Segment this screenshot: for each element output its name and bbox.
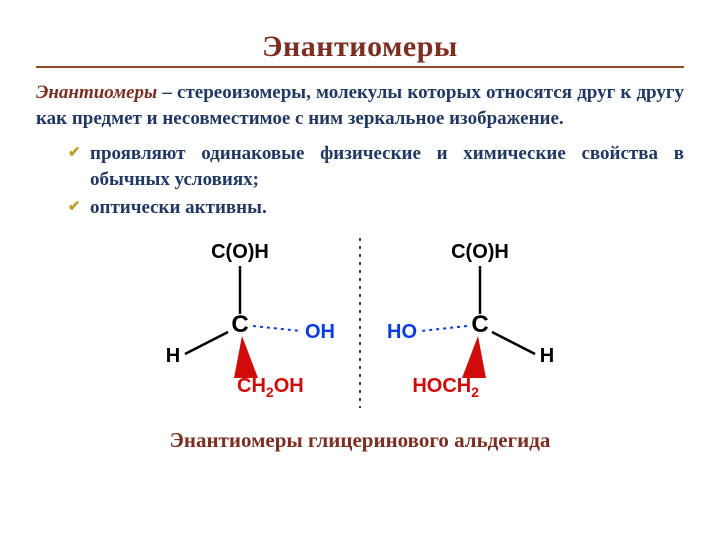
bullet-item: проявляют одинаковые физические и химиче… bbox=[68, 141, 684, 192]
svg-text:HOCH2: HOCH2 bbox=[412, 375, 479, 400]
svg-text:C(O)H: C(O)H bbox=[211, 241, 269, 263]
definition-term: Энантиомеры bbox=[36, 82, 157, 103]
svg-text:H: H bbox=[540, 345, 554, 367]
svg-text:C: C bbox=[471, 311, 488, 338]
bullet-list: проявляют одинаковые физические и химиче… bbox=[36, 141, 684, 220]
svg-text:C(O)H: C(O)H bbox=[451, 241, 509, 263]
enantiomer-figure: C C(O)H H OH CH2OH C C(O)H H HO HOCH2 bbox=[145, 232, 575, 412]
title-rule bbox=[36, 66, 684, 68]
bullet-item: оптически активны. bbox=[68, 195, 684, 221]
figure-container: C C(O)H H OH CH2OH C C(O)H H HO HOCH2 bbox=[36, 232, 684, 412]
page-title: Энантиомеры bbox=[36, 30, 684, 64]
figure-caption: Энантиомеры глицеринового альдегида bbox=[36, 428, 684, 453]
svg-text:H: H bbox=[166, 345, 180, 367]
molecule-svg: C C(O)H H OH CH2OH C C(O)H H HO HOCH2 bbox=[145, 232, 575, 412]
slide: Энантиомеры Энантиомеры – стереоизомеры,… bbox=[0, 0, 720, 540]
svg-text:C: C bbox=[231, 311, 248, 338]
svg-text:CH2OH: CH2OH bbox=[237, 375, 304, 400]
svg-text:OH: OH bbox=[305, 321, 335, 343]
definition-paragraph: Энантиомеры – стереоизомеры, молекулы ко… bbox=[36, 80, 684, 131]
svg-text:HO: HO bbox=[387, 321, 417, 343]
